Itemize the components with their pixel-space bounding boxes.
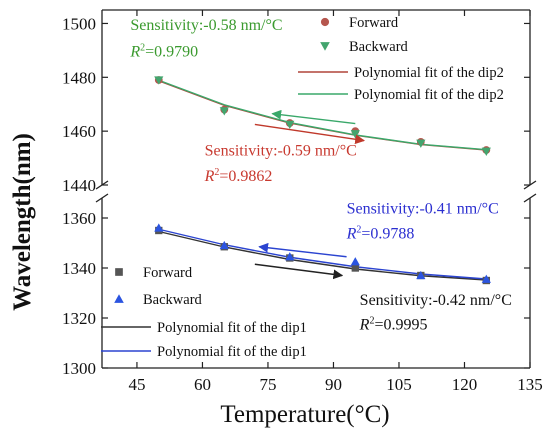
- lower-fit-line-2: [158, 228, 487, 280]
- x-tick-label: 75: [259, 375, 276, 394]
- x-tick-label: 135: [517, 375, 543, 394]
- lower-point-backward: [219, 240, 229, 250]
- lower-legend-label: Backward: [143, 292, 203, 308]
- upper-point-backward: [154, 76, 164, 85]
- r2-value: =0.9995: [374, 316, 427, 333]
- r2-symbol: R: [359, 316, 370, 333]
- upper-point-backward: [285, 120, 295, 130]
- upper-point-backward: [416, 139, 426, 148]
- lower-point-backward: [481, 274, 491, 283]
- upper-y-tick-label: 1460: [62, 122, 96, 141]
- upper-fit-legend-label: Polynomial fit of the dip2: [354, 65, 504, 81]
- upper-arrow: [254, 123, 366, 145]
- x-tick-label: 90: [325, 375, 342, 394]
- lower-sensitivity-label: Sensitivity:-0.42 nm/°C: [360, 292, 512, 309]
- r2-symbol: R: [346, 226, 357, 243]
- lower-point-backward: [285, 252, 295, 261]
- upper-y-tick-label: 1500: [62, 14, 96, 33]
- x-axis-label: Temperature(°C): [220, 401, 389, 428]
- lower-arrow: [258, 242, 347, 258]
- upper-legend-label: Backward: [349, 39, 409, 55]
- lower-point-backward: [350, 257, 360, 266]
- r2-superscript: 2: [356, 225, 361, 236]
- x-tick-label: 60: [194, 375, 211, 394]
- r2-superscript: 2: [140, 42, 145, 53]
- r2-superscript: 2: [214, 167, 219, 178]
- r2-value: =0.9790: [145, 43, 198, 60]
- upper-legend-swatch: [320, 17, 330, 27]
- r2-symbol: R: [204, 168, 215, 185]
- x-tick-label: 45: [128, 375, 145, 394]
- lower-fit-line-1: [158, 230, 487, 281]
- upper-fit-line-2: [158, 79, 487, 151]
- lower-y-tick-label: 1300: [62, 359, 96, 378]
- lower-y-tick-label: 1360: [62, 209, 96, 228]
- upper-legend-swatch: [320, 42, 330, 51]
- lower-legend-swatch: [115, 268, 123, 276]
- lower-point-forward: [351, 264, 359, 272]
- upper-arrow: [271, 109, 356, 125]
- axis-break-mark: [523, 193, 537, 203]
- r2-symbol: R: [129, 43, 140, 60]
- lower-r2-label: R2=0.9788: [346, 225, 415, 243]
- upper-y-tick-label: 1440: [62, 176, 96, 195]
- lower-fit-legend-label: Polynomial fit of the dip1: [157, 320, 307, 336]
- axis-break-mark: [95, 193, 109, 203]
- r2-superscript: 2: [369, 315, 374, 326]
- x-tick-label: 120: [452, 375, 478, 394]
- upper-legend-label: Forward: [349, 15, 399, 31]
- plot-area: 45 60 75 90 105 120 135 1440 1460 1480 1500 1300 132…: [62, 9, 543, 394]
- lower-fit-legend-label: Polynomial fit of the dip1: [157, 344, 307, 360]
- upper-point-backward: [350, 130, 360, 139]
- y-axis-label: Wavelength(nm): [9, 133, 36, 311]
- lower-point-backward: [154, 223, 164, 232]
- upper-fit-legend-label: Polynomial fit of the dip2: [354, 87, 504, 103]
- upper-r2-label: R2=0.9790: [129, 42, 198, 60]
- upper-sensitivity-label: Sensitivity:-0.59 nm/°C: [205, 142, 357, 159]
- x-tick-label: 105: [386, 375, 412, 394]
- lower-r2-label: R2=0.9995: [359, 315, 428, 333]
- lower-legend-label: Forward: [143, 265, 193, 281]
- lower-point-backward: [416, 270, 426, 280]
- upper-point-backward: [219, 107, 229, 116]
- r2-value: =0.9788: [361, 226, 414, 243]
- upper-r2-label: R2=0.9862: [204, 167, 273, 185]
- lower-y-tick-label: 1340: [62, 259, 96, 278]
- r2-value: =0.9862: [219, 168, 272, 185]
- lower-sensitivity-label: Sensitivity:-0.41 nm/°C: [347, 201, 499, 218]
- upper-y-tick-label: 1480: [62, 68, 96, 87]
- upper-point-backward: [481, 147, 491, 156]
- lower-y-tick-label: 1320: [62, 309, 96, 328]
- lower-arrow: [254, 263, 344, 280]
- lower-legend-swatch: [114, 294, 124, 303]
- upper-sensitivity-label: Sensitivity:-0.58 nm/°C: [130, 17, 282, 34]
